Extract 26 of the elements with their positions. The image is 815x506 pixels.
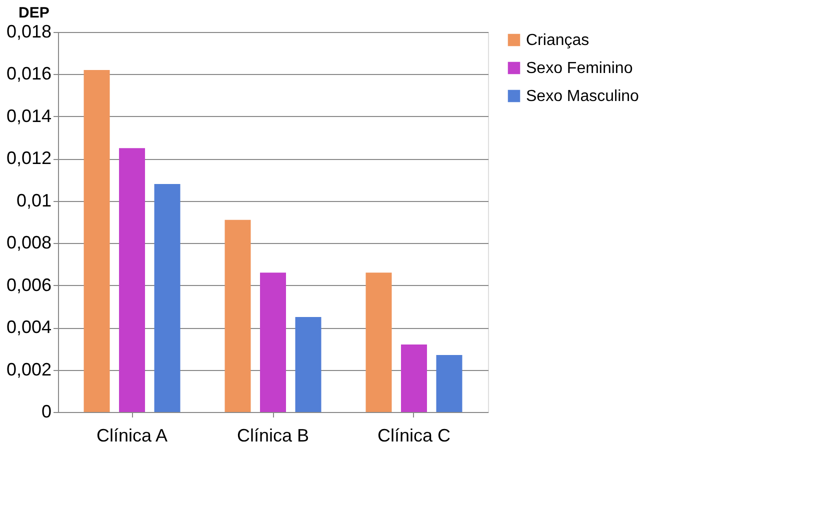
y-tick-label: 0,01 (16, 190, 52, 210)
x-tick-label: Clínica B (236, 426, 310, 446)
x-tick-label: Clínica A (96, 426, 168, 446)
y-tick-label: 0,014 (6, 106, 52, 126)
bar (119, 148, 146, 412)
legend-label: Sexo Masculino (526, 88, 640, 105)
y-tick-label: 0,018 (6, 22, 52, 42)
y-axis-title: DEP (18, 4, 50, 22)
bar (154, 184, 180, 412)
y-tick-label: 0,016 (6, 64, 52, 84)
y-tick-label: 0,006 (6, 274, 52, 295)
y-tick-label: 0,004 (6, 317, 52, 338)
y-tick-label: 0,012 (6, 148, 52, 168)
bar (436, 355, 462, 412)
legend-label: Crianças (526, 32, 590, 49)
bar (295, 317, 322, 412)
y-tick-label: 0,008 (6, 232, 52, 253)
bar (224, 220, 251, 412)
y-tick-label: 0,002 (6, 359, 52, 380)
legend-label: Sexo Feminino (526, 60, 633, 77)
y-tick-label: 0 (41, 402, 52, 422)
bar (84, 70, 110, 412)
bar (260, 272, 286, 412)
bar (366, 272, 392, 412)
x-tick-label: Clínica C (377, 426, 450, 446)
bar (400, 344, 427, 412)
